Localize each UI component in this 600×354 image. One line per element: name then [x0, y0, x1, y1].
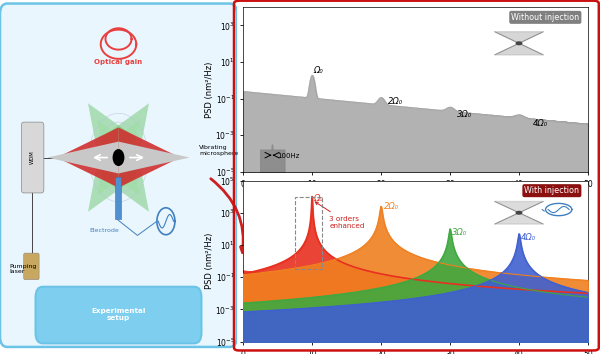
Circle shape [516, 211, 522, 214]
Text: Ω₀: Ω₀ [313, 66, 323, 75]
Polygon shape [107, 144, 140, 195]
Polygon shape [88, 103, 135, 178]
Text: WDM: WDM [30, 151, 35, 164]
Polygon shape [119, 142, 190, 173]
Text: 2Ω₀: 2Ω₀ [388, 97, 403, 106]
Text: Vibrating
microsphere: Vibrating microsphere [199, 145, 238, 156]
Text: With injection: With injection [524, 186, 580, 195]
Polygon shape [495, 32, 543, 43]
Text: 4Ω₀: 4Ω₀ [521, 233, 536, 242]
FancyBboxPatch shape [24, 253, 39, 280]
Y-axis label: PSD (nm²/Hz): PSD (nm²/Hz) [205, 233, 214, 289]
Polygon shape [102, 103, 149, 178]
Text: Ω₀: Ω₀ [313, 194, 323, 203]
Polygon shape [495, 201, 543, 213]
Y-axis label: PSD (nm²/Hz): PSD (nm²/Hz) [205, 61, 214, 118]
Polygon shape [495, 213, 543, 224]
Bar [295, 197, 322, 269]
Text: 1.5×10⁻³Hz: 1.5×10⁻³Hz [265, 331, 304, 337]
FancyBboxPatch shape [35, 287, 202, 343]
Text: Electrode: Electrode [89, 228, 119, 233]
Polygon shape [47, 142, 119, 173]
Circle shape [113, 150, 124, 165]
X-axis label: Mechanical frequency Ωₘ/2π (kHz): Mechanical frequency Ωₘ/2π (kHz) [343, 190, 488, 199]
Polygon shape [88, 137, 135, 212]
Text: Experimental
setup: Experimental setup [91, 308, 146, 321]
Polygon shape [97, 144, 130, 195]
Bar [115, 177, 121, 219]
Text: 3Ω₀: 3Ω₀ [457, 110, 472, 119]
Polygon shape [97, 120, 130, 171]
Polygon shape [107, 120, 140, 171]
Polygon shape [57, 127, 119, 188]
Circle shape [516, 42, 522, 45]
Polygon shape [102, 137, 149, 212]
FancyBboxPatch shape [22, 122, 44, 193]
Text: Optical gain: Optical gain [94, 59, 143, 65]
Polygon shape [495, 43, 543, 55]
Text: 100Hz: 100Hz [277, 153, 300, 159]
Polygon shape [119, 127, 180, 188]
Text: 2Ω₀: 2Ω₀ [385, 202, 400, 211]
Text: Without injection: Without injection [511, 13, 580, 22]
FancyBboxPatch shape [0, 4, 237, 347]
Text: 3Ω₀: 3Ω₀ [452, 228, 467, 237]
Text: Pumping
laser: Pumping laser [10, 264, 37, 274]
Text: 4Ω₀: 4Ω₀ [533, 119, 548, 128]
Text: 3 orders
enhanced: 3 orders enhanced [315, 202, 365, 229]
